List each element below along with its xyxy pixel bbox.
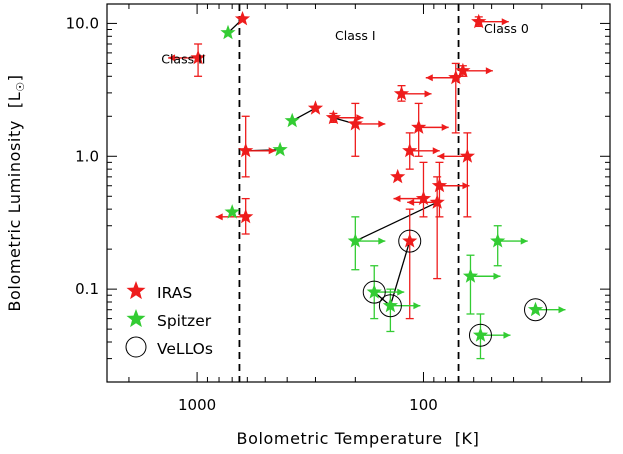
vello-circle-spitzer-5 xyxy=(362,280,386,304)
spitzer-star-point-1 xyxy=(224,204,240,219)
iras-arrowhead-icon-0 xyxy=(168,54,176,62)
iras-arrowhead-icon-12 xyxy=(407,198,415,206)
data-markers xyxy=(190,11,544,342)
iras-star-point-5 xyxy=(325,109,341,125)
iras-star-point-17 xyxy=(471,13,487,29)
iras-arrowhead-icon-16 xyxy=(437,152,445,160)
spitzer-star-point-10 xyxy=(527,301,544,317)
x-axis-unit: [K] xyxy=(455,429,480,448)
y-tick-label-10: 10.0 xyxy=(66,14,99,32)
iras-arrowhead-icon-17 xyxy=(501,18,509,26)
legend-entry-vellos: VeLLOs xyxy=(125,336,213,358)
iras-arrowhead-icon-6 xyxy=(378,120,386,128)
axis-ticks xyxy=(107,4,610,383)
iras-star-point-18 xyxy=(402,233,418,248)
legend-star-icon-1 xyxy=(126,309,146,328)
connection-line-6 xyxy=(389,240,411,306)
iras-star-point-14 xyxy=(448,69,464,85)
region-label-class-ii: Class II xyxy=(161,51,205,66)
iras-star-point-6 xyxy=(347,116,363,131)
x-tick-label-100: 100 xyxy=(409,396,438,414)
spitzer-arrowhead-icon-10 xyxy=(558,306,566,314)
iras-arrowhead-icon-15 xyxy=(485,67,493,75)
iras-arrowhead-icon-5 xyxy=(356,114,364,122)
spitzer-arrowhead-icon-4 xyxy=(378,237,386,245)
iras-arrowhead-icon-10 xyxy=(441,123,449,131)
vello-circles xyxy=(362,229,548,347)
iras-arrowhead-icon-13 xyxy=(462,182,470,190)
iras-star-point-0 xyxy=(190,49,206,65)
iras-star-point-1 xyxy=(234,11,251,26)
spitzer-arrowhead-icon-7 xyxy=(493,272,501,280)
legend-marker-spitzer-star-icon xyxy=(126,309,146,328)
iras-star-point-3 xyxy=(238,208,254,224)
vello-circle-iras-18 xyxy=(398,229,422,253)
legend-marker-iras-star-icon xyxy=(126,281,146,300)
spitzer-star-point-6 xyxy=(382,297,398,313)
region-labels: Class II Class I Class 0 xyxy=(161,21,529,67)
spitzer-arrowhead-icon-6 xyxy=(413,302,421,310)
spitzer-star-point-3 xyxy=(284,112,300,128)
legend-label-vellos: VeLLOs xyxy=(157,340,213,358)
spitzer-star-point-8 xyxy=(490,233,506,248)
iras-star-point-4 xyxy=(307,100,324,115)
region-label-class-i: Class I xyxy=(335,28,376,43)
legend-entry-iras: IRAS xyxy=(126,281,192,302)
spitzer-star-point-7 xyxy=(462,268,479,283)
y-axis-unit-close: ] xyxy=(5,74,24,81)
iras-star-point-10 xyxy=(411,119,427,134)
iras-arrowhead-icon-11 xyxy=(393,195,401,203)
x-axis-label: Bolometric Temperature [K] xyxy=(237,429,480,448)
class-boundaries xyxy=(238,4,460,382)
iras-star-point-15 xyxy=(455,62,471,78)
spitzer-arrowhead-icon-5 xyxy=(397,288,405,296)
spitzer-star-point-0 xyxy=(220,24,236,40)
legend-star-icon-0 xyxy=(126,281,146,300)
connection-line-4 xyxy=(355,201,438,242)
legend-label-spitzer: Spitzer xyxy=(157,312,212,330)
legend: IRAS Spitzer VeLLOs xyxy=(125,281,213,358)
x-tick-labels: 1000 100 xyxy=(178,396,438,414)
spitzer-arrowhead-icon-8 xyxy=(520,237,528,245)
spitzer-star-point-4 xyxy=(347,233,363,248)
y-tick-labels: 10.0 1.0 0.1 xyxy=(66,14,99,298)
region-label-class-0: Class 0 xyxy=(484,21,529,36)
iras-star-point-11 xyxy=(415,190,432,206)
plot-frame xyxy=(106,3,611,383)
sun-symbol-icon: ☉ xyxy=(14,81,27,91)
y-axis-unit: [L xyxy=(5,92,24,108)
y-tick-label-1: 1.0 xyxy=(75,147,99,165)
y-tick-label-0.1: 0.1 xyxy=(75,280,99,298)
spitzer-arrowhead-icon-9 xyxy=(503,331,511,339)
legend-label-iras: IRAS xyxy=(157,284,192,302)
spitzer-star-point-2 xyxy=(272,141,288,157)
iras-arrowhead-icon-7 xyxy=(424,90,432,98)
y-axis-title: Bolometric Luminosity xyxy=(5,120,24,311)
vello-circle-spitzer-10 xyxy=(524,298,548,322)
iras-star-point-12 xyxy=(429,194,445,209)
legend-marker-vello-circle-icon xyxy=(125,336,147,358)
legend-entry-spitzer: Spitzer xyxy=(126,309,212,330)
x-axis-title: Bolometric Temperature xyxy=(237,429,443,448)
limit-arrows xyxy=(168,18,566,339)
y-axis-label: Bolometric Luminosity [L☉] xyxy=(5,74,27,311)
iras-star-point-2 xyxy=(238,142,254,158)
spitzer-star-point-5 xyxy=(366,284,382,299)
iras-star-point-7 xyxy=(393,85,410,101)
iras-star-point-8 xyxy=(402,142,418,158)
iras-arrowhead-icon-2 xyxy=(268,147,276,155)
iras-star-point-13 xyxy=(431,177,448,193)
spitzer-star-point-9 xyxy=(472,327,489,342)
iras-arrowhead-icon-8 xyxy=(432,147,440,155)
connecting-lines xyxy=(227,18,438,307)
vello-circle-spitzer-6 xyxy=(378,294,402,318)
vello-circle-spitzer-9 xyxy=(468,323,492,347)
iras-star-point-9 xyxy=(390,168,406,184)
legend-circle-icon-2 xyxy=(125,336,147,358)
iras-arrowhead-icon-3 xyxy=(215,213,223,221)
x-tick-label-1000: 1000 xyxy=(178,396,216,414)
iras-star-point-16 xyxy=(459,148,475,163)
iras-arrowhead-icon-14 xyxy=(425,74,433,82)
